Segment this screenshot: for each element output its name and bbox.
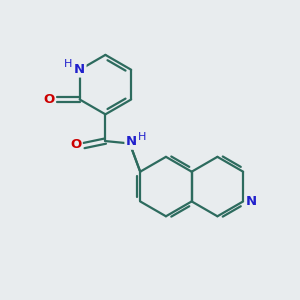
Text: H: H [138,132,146,142]
Text: N: N [246,195,257,208]
Text: O: O [44,93,55,106]
Text: O: O [70,138,81,151]
Text: H: H [64,59,73,69]
Text: N: N [74,63,85,76]
Text: N: N [126,136,137,148]
